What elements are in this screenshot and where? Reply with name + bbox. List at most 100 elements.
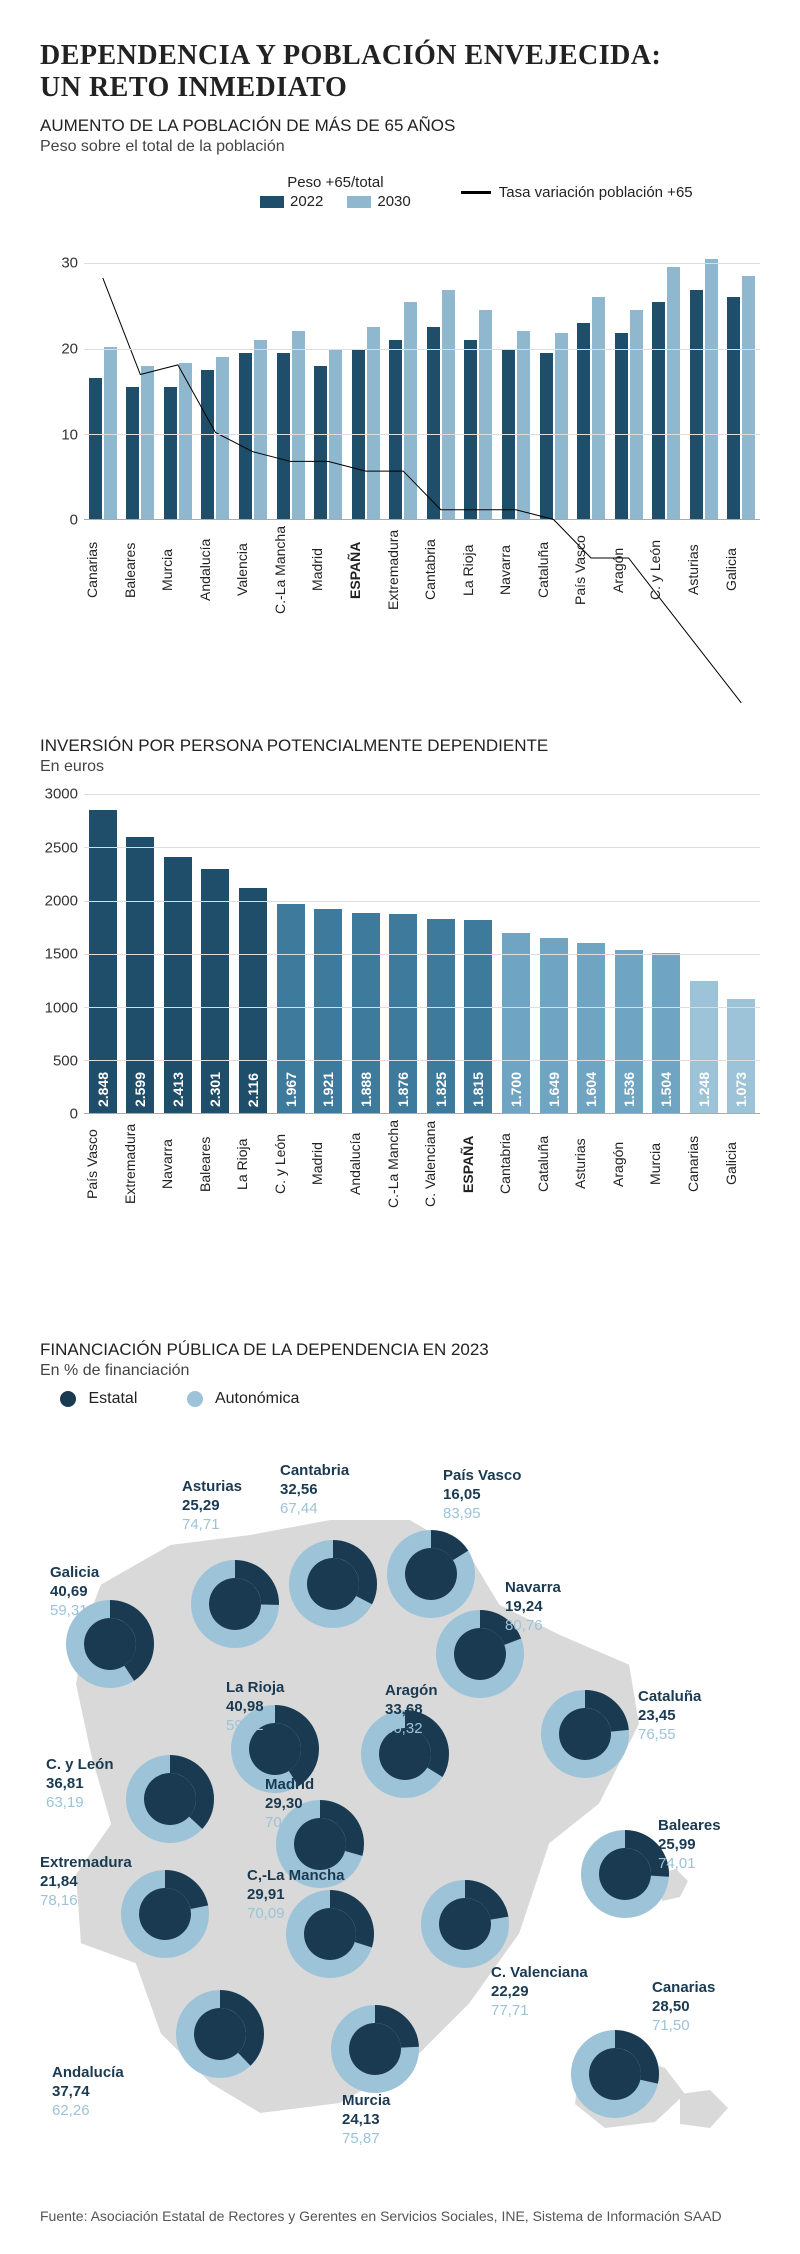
- bar-2022: [427, 327, 440, 519]
- region-donut: [190, 1559, 280, 1649]
- bar: 1.504: [652, 953, 680, 1113]
- y-tick: 10: [61, 426, 78, 443]
- legend-auton: Autonómica: [187, 1390, 299, 1408]
- chart1-y-axis: 0102030: [40, 220, 84, 520]
- y-tick: 0: [70, 1106, 78, 1123]
- bar-group: [385, 220, 423, 519]
- bar-group: [572, 220, 610, 519]
- region-donut: [540, 1689, 630, 1779]
- bar-2022: [577, 323, 590, 519]
- bar-2022: [727, 297, 740, 519]
- bar-2022: [690, 290, 703, 519]
- y-tick: 3000: [45, 786, 78, 803]
- bar-2030: [179, 363, 192, 519]
- gridline: [84, 1007, 760, 1008]
- bar-group: [422, 220, 460, 519]
- region-donut: [580, 1829, 670, 1919]
- x-label: Aragón: [610, 524, 648, 616]
- bar-2022: [201, 370, 214, 520]
- bar-2022: [314, 366, 327, 520]
- bar-value-label: 1.700: [508, 1072, 524, 1107]
- x-label: C. Valenciana: [422, 1118, 460, 1210]
- chart1-section: AUMENTO DE LA POBLACIÓN DE MÁS DE 65 AÑO…: [40, 116, 760, 616]
- legend-2030: 2030: [347, 193, 410, 210]
- legend-line-series: Tasa variación población +65: [461, 184, 693, 201]
- main-title: DEPENDENCIA Y POBLACIÓN ENVEJECIDA: UN R…: [40, 40, 760, 104]
- region-label: Madrid29,3070,70: [265, 1776, 314, 1832]
- chart2-plot-area: 2.8482.5992.4132.3012.1161.9671.9211.888…: [84, 794, 760, 1114]
- x-label: País Vasco: [84, 1118, 122, 1210]
- x-label: Cataluña: [535, 524, 573, 616]
- bar-value-label: 2.301: [207, 1072, 223, 1107]
- gridline: [84, 954, 760, 955]
- bar-2030: [592, 297, 605, 519]
- x-label: C. y León: [647, 524, 685, 616]
- swatch-line: [461, 191, 491, 194]
- bar: 2.301: [201, 869, 229, 1114]
- bar-value-label: 2.116: [245, 1073, 261, 1107]
- bar-group: [723, 220, 761, 519]
- bar-2022: [164, 387, 177, 519]
- bar-value-label: 1.073: [733, 1072, 749, 1107]
- bar-group: [460, 220, 498, 519]
- x-label: Asturias: [572, 1118, 610, 1210]
- bar-2030: [367, 327, 380, 519]
- swatch-auton: [187, 1391, 203, 1407]
- y-tick: 2000: [45, 892, 78, 909]
- bar: 1.921: [314, 909, 342, 1113]
- bar: 2.116: [239, 888, 267, 1113]
- x-label: Galicia: [723, 524, 761, 616]
- bar-value-label: 2.413: [170, 1072, 186, 1107]
- bar: 1.248: [690, 981, 718, 1114]
- x-label: Baleares: [197, 1118, 235, 1210]
- region-label: C. y León36,8163,19: [46, 1756, 114, 1812]
- region-label: Murcia24,1375,87: [342, 2092, 390, 2148]
- bar-value-label: 2.599: [132, 1072, 148, 1107]
- bar-2030: [216, 357, 229, 519]
- title-line-2: UN RETO INMEDIATO: [40, 72, 347, 103]
- bar-value-label: 1.504: [658, 1072, 674, 1107]
- bar-value-label: 1.888: [358, 1072, 374, 1107]
- legend-2022: 2022: [260, 193, 323, 210]
- region-donut: [175, 1989, 265, 2079]
- region-label: C. Valenciana22,2977,71: [491, 1964, 588, 2020]
- bar-value-label: 1.825: [433, 1072, 449, 1107]
- bar-2030: [667, 267, 680, 519]
- y-tick: 20: [61, 340, 78, 357]
- bar: 1.825: [427, 919, 455, 1113]
- chart1-plot: 0102030: [40, 220, 760, 520]
- bar: 2.413: [164, 857, 192, 1114]
- bar: 1.700: [502, 933, 530, 1114]
- bar-value-label: 1.604: [583, 1072, 599, 1107]
- x-label: Extremadura: [385, 524, 423, 616]
- gridline: [84, 263, 760, 264]
- swatch-2022: [260, 196, 284, 208]
- bar-2030: [404, 302, 417, 520]
- bar: 1.815: [464, 920, 492, 1113]
- bar-value-label: 2.848: [95, 1072, 111, 1107]
- y-tick: 2500: [45, 839, 78, 856]
- region-label: C,-La Mancha29,9170,09: [247, 1867, 345, 1923]
- bar-2022: [652, 302, 665, 520]
- x-label: Canarias: [685, 1118, 723, 1210]
- bar-group: [497, 220, 535, 519]
- bar-group: [685, 220, 723, 519]
- legend-estatal: Estatal: [60, 1390, 137, 1408]
- chart1-x-labels: CanariasBalearesMurciaAndalucíaValenciaC…: [84, 524, 760, 616]
- chart1-bars: [84, 220, 760, 519]
- x-label: C.-La Mancha: [272, 524, 310, 616]
- region-donut: [420, 1879, 510, 1969]
- bar-value-label: 1.649: [546, 1072, 562, 1107]
- map-container: Galicia40,6959,31Asturias25,2974,71Canta…: [40, 1424, 760, 2184]
- region-label: Aragón33,6866,32: [385, 1682, 438, 1738]
- x-label: ESPAÑA: [347, 524, 385, 616]
- y-tick: 1500: [45, 946, 78, 963]
- map-legend: Estatal Autonómica: [60, 1390, 760, 1408]
- title-line-1: DEPENDENCIA Y POBLACIÓN ENVEJECIDA:: [40, 40, 661, 71]
- bar-2022: [540, 353, 553, 520]
- bar-2030: [517, 331, 530, 519]
- x-label: Murcia: [159, 524, 197, 616]
- region-donut: [120, 1869, 210, 1959]
- region-label: Asturias25,2974,71: [182, 1478, 242, 1534]
- chart2-x-labels: País VascoExtremaduraNavarraBalearesLa R…: [84, 1118, 760, 1210]
